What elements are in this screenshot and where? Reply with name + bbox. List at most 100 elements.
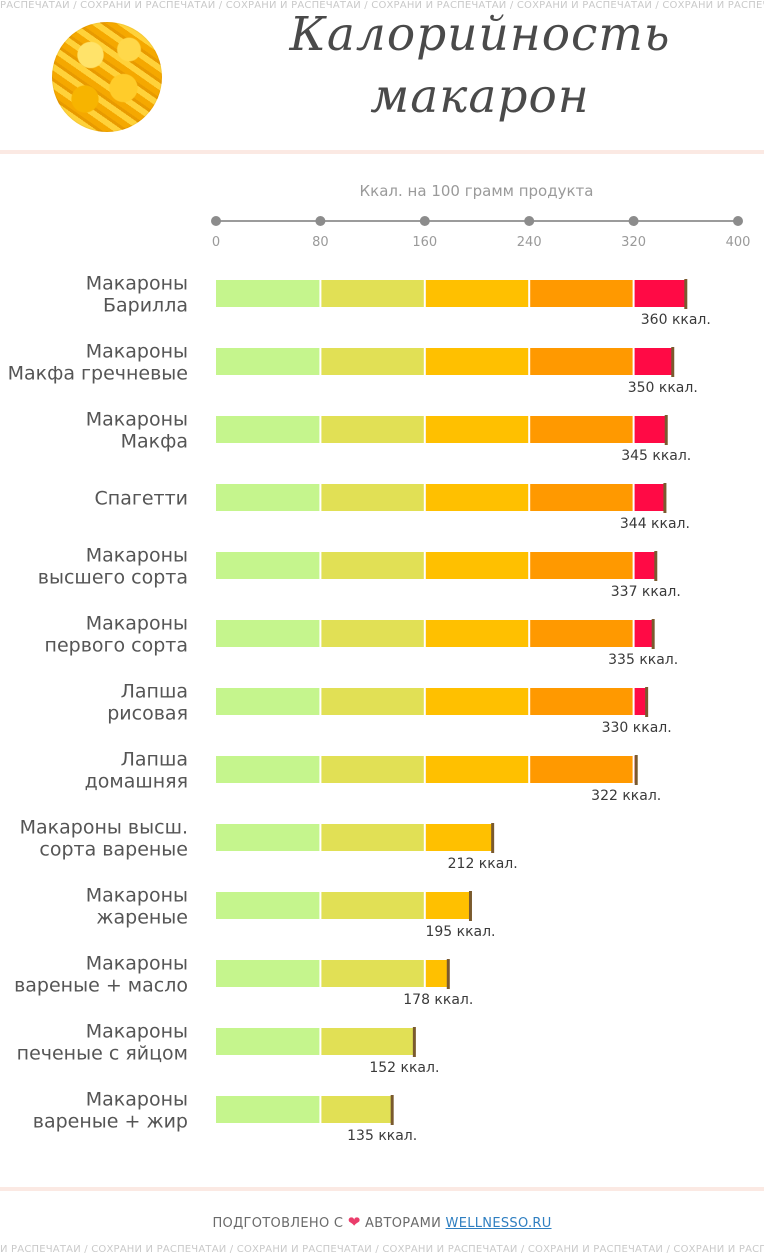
- category-label: Макароны высш.: [20, 817, 188, 839]
- value-label: 195 ккал.: [425, 924, 495, 940]
- bar-end-marker: [654, 551, 658, 581]
- bar-segment: [216, 1096, 320, 1123]
- category-label: домашняя: [85, 771, 188, 793]
- bar-segment: [530, 484, 633, 511]
- bar-segment: [634, 552, 656, 579]
- bar-segment: [216, 756, 320, 783]
- bar-segment: [321, 892, 424, 919]
- bar-segment: [216, 348, 320, 375]
- watermark-bottom: И РАСПЕЧАТАЙ / СОХРАНИ И РАСПЕЧАТАЙ / СО…: [0, 1244, 764, 1255]
- bar-segment: [530, 280, 633, 307]
- value-label: 337 ккал.: [611, 584, 681, 600]
- axis-title: Ккал. на 100 грамм продукта: [359, 182, 594, 200]
- bar-segment: [634, 280, 686, 307]
- category-label: Макароны: [86, 545, 188, 567]
- bar-segment: [634, 620, 654, 647]
- axis-tick-dot: [628, 216, 639, 226]
- category-label: Макароны: [86, 953, 188, 975]
- category-label: Макароны: [86, 341, 188, 363]
- category-label: сорта вареные: [39, 839, 188, 861]
- value-label: 322 ккал.: [591, 788, 661, 804]
- bar-segment: [321, 484, 424, 511]
- value-label: 335 ккал.: [608, 652, 678, 668]
- bar-segment: [530, 688, 633, 715]
- value-label: 350 ккал.: [628, 380, 698, 396]
- pasta-image: [52, 22, 162, 132]
- bar-segment: [321, 824, 424, 851]
- bar-end-marker: [664, 415, 668, 445]
- wellnesso-link[interactable]: WELLNESSO.RU: [445, 1216, 552, 1231]
- category-label: вареные + масло: [14, 975, 188, 997]
- category-label: жареные: [96, 907, 188, 929]
- bar-segment: [321, 1028, 415, 1055]
- bar-segment: [321, 348, 424, 375]
- axis-tick-label: 400: [726, 235, 751, 250]
- axis-tick-dot: [524, 216, 535, 226]
- bar-end-marker: [390, 1095, 394, 1125]
- category-label: Макароны: [86, 1021, 188, 1043]
- page-title: Калорийность макарон: [220, 4, 740, 128]
- bar-segment: [216, 1028, 320, 1055]
- category-label: высшего сорта: [38, 567, 188, 589]
- bar-end-marker: [634, 755, 638, 785]
- category-label: первого сорта: [45, 635, 188, 657]
- watermark-top: РАСПЕЧАТАЙ / СОХРАНИ И РАСПЕЧАТАЙ / СОХР…: [0, 0, 764, 11]
- axis-tick-label: 320: [621, 235, 646, 250]
- bar-segment: [216, 280, 320, 307]
- category-label: Макароны: [86, 409, 188, 431]
- heart-icon: ❤: [347, 1213, 361, 1231]
- bar-segment: [321, 552, 424, 579]
- bar-end-marker: [663, 483, 667, 513]
- bar-segment: [321, 1096, 393, 1123]
- value-label: 360 ккал.: [641, 312, 711, 328]
- axis-tick-dot: [733, 216, 743, 226]
- bar-segment: [530, 348, 633, 375]
- bar-segment: [321, 280, 424, 307]
- footer-divider: [0, 1187, 764, 1191]
- bar-segment: [634, 688, 647, 715]
- axis-tick-label: 160: [412, 235, 437, 250]
- bar-segment: [216, 688, 320, 715]
- axis-tick-label: 80: [312, 235, 329, 250]
- bar-segment: [216, 892, 320, 919]
- bar-segment: [425, 484, 529, 511]
- axis-tick-dot: [419, 216, 430, 226]
- bar-segment: [634, 348, 673, 375]
- header-divider: [0, 150, 764, 154]
- bar-end-marker: [671, 347, 675, 377]
- category-label: Макароны: [86, 885, 188, 907]
- bar-segment: [321, 620, 424, 647]
- category-label: Макфа: [121, 431, 188, 453]
- value-label: 345 ккал.: [621, 448, 691, 464]
- footer-middle: АВТОРАМИ: [365, 1216, 442, 1231]
- bar-segment: [530, 756, 633, 783]
- value-label: 152 ккал.: [369, 1060, 439, 1076]
- value-label: 212 ккал.: [448, 856, 518, 872]
- axis-tick-label: 0: [212, 235, 220, 250]
- bar-segment: [425, 348, 529, 375]
- bar-segment: [321, 756, 424, 783]
- category-label: Лапша: [121, 749, 188, 771]
- category-label: Макароны: [86, 1089, 188, 1111]
- bar-segment: [425, 756, 529, 783]
- bar-segment: [425, 688, 529, 715]
- axis-tick-dot: [211, 216, 221, 226]
- value-label: 344 ккал.: [620, 516, 690, 532]
- bar-segment: [216, 960, 320, 987]
- category-label: Макфа гречневые: [8, 363, 188, 385]
- category-label: Лапша: [121, 681, 188, 703]
- bar-segment: [530, 416, 633, 443]
- bar-segment: [321, 688, 424, 715]
- bar-end-marker: [412, 1027, 416, 1057]
- bar-segment: [425, 892, 471, 919]
- bar-segment: [216, 824, 320, 851]
- bar-segment: [216, 552, 320, 579]
- bar-segment: [216, 620, 320, 647]
- bar-segment: [216, 416, 320, 443]
- bar-segment: [425, 960, 449, 987]
- bar-segment: [530, 620, 633, 647]
- bar-segment: [216, 484, 320, 511]
- bar-end-marker: [645, 687, 649, 717]
- bar-end-marker: [491, 823, 495, 853]
